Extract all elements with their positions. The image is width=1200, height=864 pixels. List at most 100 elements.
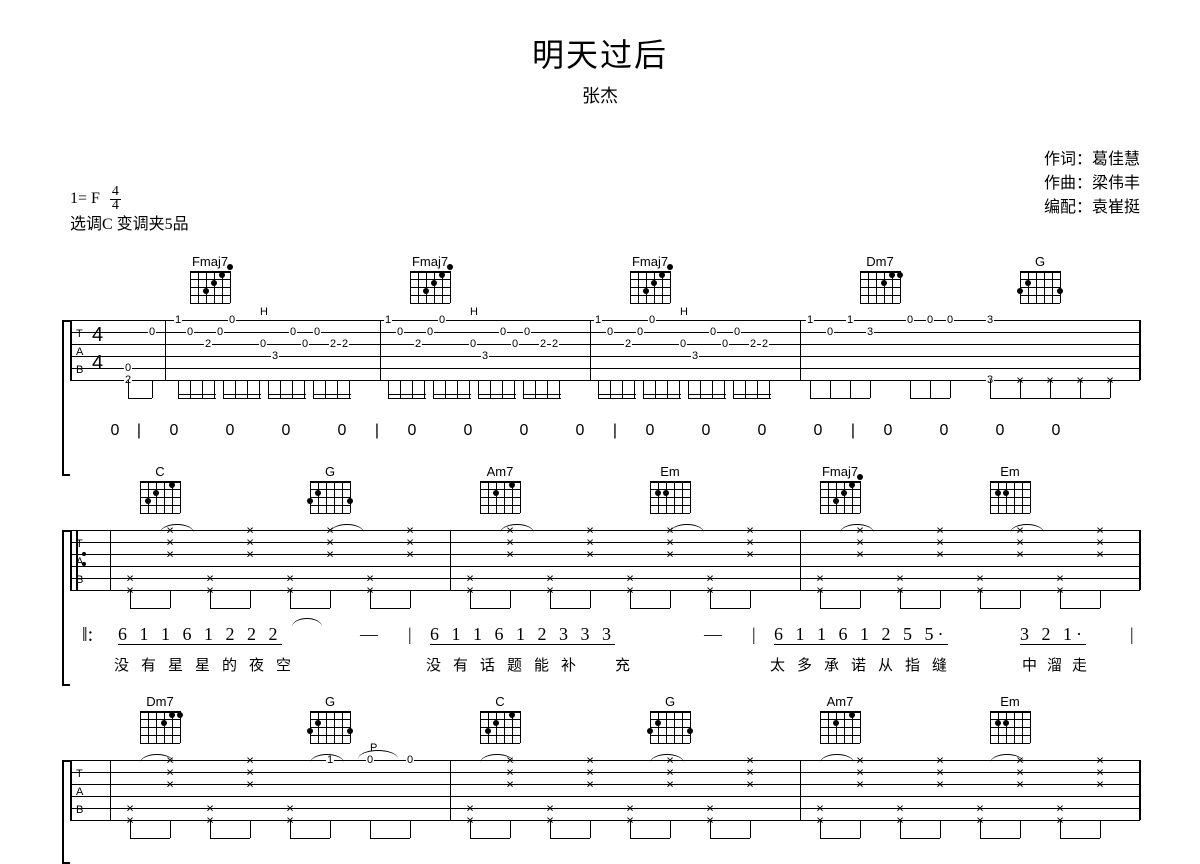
lyricist-label: 作词：	[1044, 151, 1092, 168]
jianpu-m2-dash: —	[704, 624, 726, 645]
tab-mute: ×	[746, 753, 754, 768]
staff-ts-den: 4	[92, 352, 103, 375]
chord-grid	[1020, 271, 1060, 303]
p-slur	[358, 750, 398, 759]
credits-block: 作词：葛佳慧 作曲：梁伟丰 编配：袁崔挺	[1044, 148, 1140, 220]
jianpu-m2-nums: 6 1 1 6 1 2 3 3 3	[430, 624, 615, 645]
tab-fret: 2	[414, 338, 422, 350]
capo-line: 选调C 变调夹5品	[70, 212, 189, 238]
chord-diagram-am7: Am7	[810, 694, 870, 743]
chord-name: Em	[980, 464, 1040, 479]
tab-fret: 0	[469, 338, 477, 350]
chord-grid	[990, 711, 1030, 743]
chord-diagram-em: Em	[980, 464, 1040, 513]
tab-staff-2: TAB×××××××××××××××××××××××××××××××××××××…	[70, 530, 1140, 590]
chord-grid	[630, 271, 670, 303]
tonic: 1= F	[70, 190, 100, 207]
chord-diagram-dm7: Dm7	[130, 694, 190, 743]
tab-mute: ×	[936, 523, 944, 538]
chord-diagram-g: G	[1010, 254, 1070, 303]
tab-fret: 0	[648, 314, 656, 326]
tab-fret: 0	[679, 338, 687, 350]
tie	[1010, 524, 1044, 533]
jianpu-m1-dash: —	[360, 624, 382, 645]
tab-mute: ×	[1096, 753, 1104, 768]
lyrics-p2: 没有话题能补 充	[426, 654, 642, 675]
tab-mute: ×	[856, 753, 864, 768]
tab-staff-1: TAB4402010200030002210200030002210200030…	[70, 320, 1140, 380]
tab-mute: ×	[506, 777, 514, 792]
chord-diagram-fmaj7: Fmaj7	[180, 254, 240, 303]
composer: 梁伟丰	[1092, 175, 1140, 192]
tab-mute: ×	[406, 547, 414, 562]
tab-label-b: B	[76, 804, 83, 816]
tab-fret: 1	[174, 314, 182, 326]
arranger: 袁崔挺	[1092, 199, 1140, 216]
lyrics-p3: 太多承诺从指缝	[770, 654, 959, 675]
jianpu-m3a: 6 1 1 6 1 2 5 5·	[774, 624, 948, 645]
chord-diagram-c: C	[470, 694, 530, 743]
lyrics-p4: 中溜走	[1022, 654, 1097, 675]
tab-mute: ×	[326, 547, 334, 562]
jianpu-m3b: 3 2 1·	[1020, 624, 1086, 645]
tab-fret: 0	[709, 326, 717, 338]
tab-fret: 1	[846, 314, 854, 326]
tab-mute: ×	[746, 547, 754, 562]
chord-name: C	[130, 464, 190, 479]
chord-grid	[410, 271, 450, 303]
repeat-start-bar	[76, 530, 78, 590]
tab-mute: ×	[746, 777, 754, 792]
tab-fret: 2	[329, 338, 337, 350]
tab-fret: 3	[271, 350, 279, 362]
tab-mute: ×	[746, 523, 754, 538]
hammer-on-mark: H	[470, 306, 478, 318]
tab-fret: 0	[926, 314, 934, 326]
tab-mute: ×	[166, 547, 174, 562]
tab-fret: 0	[396, 326, 404, 338]
tab-fret: 3	[866, 326, 874, 338]
tab-fret: 0	[438, 314, 446, 326]
chord-grid	[310, 711, 350, 743]
chord-diagram-c: C	[130, 464, 190, 513]
tab-mute: ×	[936, 753, 944, 768]
chord-name: Em	[640, 464, 700, 479]
tab-mute: ×	[666, 777, 674, 792]
tie	[650, 754, 684, 763]
chord-name: Dm7	[850, 254, 910, 269]
tab-fret: 2	[204, 338, 212, 350]
tab-label-a: A	[76, 786, 83, 798]
arranger-label: 编配：	[1044, 199, 1092, 216]
tab-fret: 0	[148, 326, 156, 338]
tab-mute: ×	[936, 777, 944, 792]
tab-fret: 0	[124, 362, 132, 374]
chord-grid	[820, 481, 860, 513]
tab-fret: 0	[289, 326, 297, 338]
chord-diagram-em: Em	[640, 464, 700, 513]
chord-grid	[140, 481, 180, 513]
tab-mute: ×	[586, 523, 594, 538]
tab-fret: 0	[186, 326, 194, 338]
tie	[820, 754, 854, 763]
tie	[670, 524, 704, 533]
chord-grid	[860, 271, 900, 303]
tab-fret: 0	[499, 326, 507, 338]
tab-fret: 0	[301, 338, 309, 350]
chord-diagram-g: G	[640, 694, 700, 743]
tab-fret: 3	[481, 350, 489, 362]
chord-name: Am7	[470, 464, 530, 479]
chord-diagram-em: Em	[980, 694, 1040, 743]
tab-fret: 0	[259, 338, 267, 350]
tab-fret: 0	[511, 338, 519, 350]
chord-grid	[650, 711, 690, 743]
tab-fret: 1	[806, 314, 814, 326]
tab-mute: ×	[246, 753, 254, 768]
tab-fret: 3	[691, 350, 699, 362]
tab-mute: ×	[1016, 547, 1024, 562]
tab-mute: ×	[586, 777, 594, 792]
chord-grid	[650, 481, 690, 513]
tab-fret: 1	[594, 314, 602, 326]
chord-diagram-fmaj7: Fmaj7	[620, 254, 680, 303]
tab-mute: ×	[246, 547, 254, 562]
chord-name: Em	[980, 694, 1040, 709]
tab-fret: 0	[523, 326, 531, 338]
